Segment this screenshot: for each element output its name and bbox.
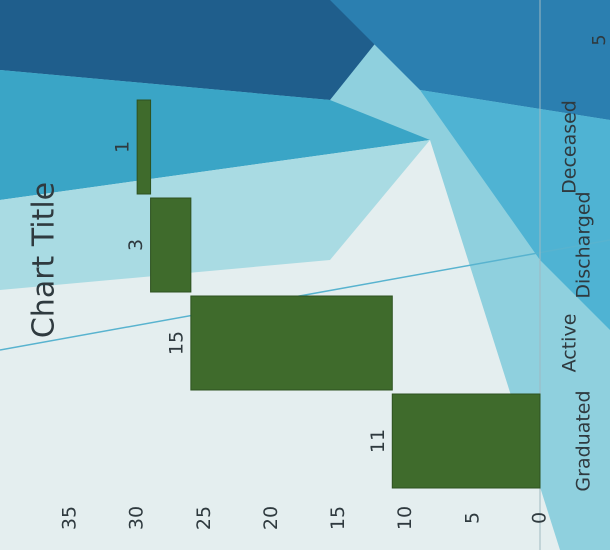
data-label: 1 [112, 141, 134, 153]
y-tick-label: 20 [260, 506, 282, 530]
bar [150, 197, 192, 293]
background-shape [420, 90, 610, 330]
chart-title: Chart Title [27, 182, 62, 338]
x-tick-label: Deceased [559, 100, 581, 194]
y-tick-label: 30 [126, 506, 148, 530]
bar [136, 99, 152, 195]
annotation: 5 [589, 34, 610, 45]
y-tick-label: 0 [529, 512, 551, 524]
bar [391, 393, 541, 489]
x-tick-label: Discharged [573, 191, 595, 298]
x-tick-label: Graduated [573, 390, 595, 491]
y-tick-label: 15 [327, 506, 349, 530]
data-label: 11 [367, 429, 389, 453]
bar [190, 295, 393, 391]
data-label: 15 [165, 331, 187, 355]
x-tick-label: Active [559, 314, 581, 373]
y-tick-label: 35 [59, 506, 81, 530]
y-tick-label: 10 [394, 506, 416, 530]
data-label: 3 [125, 239, 147, 251]
background-line [0, 239, 610, 351]
background-shape [0, 0, 410, 100]
y-tick-label: 5 [461, 512, 483, 524]
background-shape [0, 140, 430, 290]
background-shape [0, 70, 430, 200]
y-tick-label: 25 [193, 506, 215, 530]
